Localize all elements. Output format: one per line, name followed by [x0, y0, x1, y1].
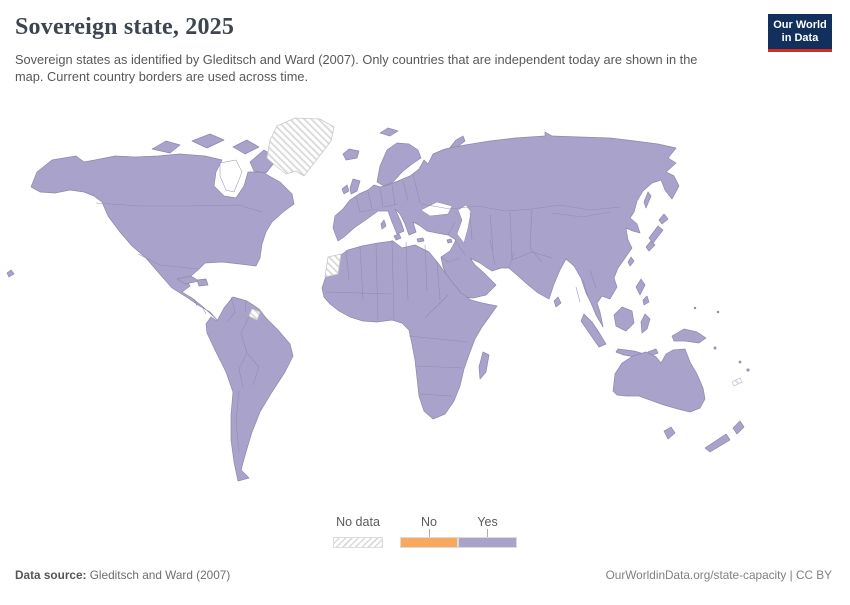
- region-united-kingdom[interactable]: [349, 178, 361, 195]
- black-sea: [420, 201, 453, 217]
- chart-footer: Data source: Gleditsch and Ward (2007) O…: [15, 568, 832, 582]
- region-south-america[interactable]: [205, 296, 294, 482]
- region-taiwan[interactable]: [627, 256, 635, 267]
- chart-header: Sovereign state, 2025 Sovereign states a…: [15, 14, 755, 85]
- region-ireland[interactable]: [341, 184, 350, 195]
- region-new-guinea[interactable]: [671, 328, 707, 344]
- region-new-caledonia[interactable]: [731, 377, 743, 387]
- legend-tick-no: [429, 529, 430, 537]
- regions-yes: [6, 127, 750, 482]
- region-scandinavia[interactable]: [376, 142, 422, 187]
- region-sicily[interactable]: [393, 233, 402, 241]
- data-source-label: Data source:: [15, 568, 87, 582]
- region-iceland[interactable]: [342, 148, 360, 161]
- region-fiji[interactable]: [746, 368, 750, 372]
- region-arctic-island-2[interactable]: [191, 133, 225, 149]
- region-marshall-islands[interactable]: [716, 310, 720, 314]
- region-japan-honshu[interactable]: [648, 225, 664, 244]
- region-borneo[interactable]: [613, 306, 635, 332]
- region-sakhalin[interactable]: [643, 191, 652, 209]
- data-source: Data source: Gleditsch and Ward (2007): [15, 568, 230, 582]
- region-cyprus[interactable]: [446, 238, 453, 244]
- region-crete[interactable]: [416, 237, 425, 243]
- owid-logo[interactable]: Our World in Data: [768, 14, 832, 52]
- region-sardinia[interactable]: [380, 219, 387, 230]
- region-new-zealand-south[interactable]: [704, 433, 731, 453]
- legend-label-no: No: [421, 515, 437, 529]
- region-greenland[interactable]: [266, 117, 335, 177]
- legend-label-yes: Yes: [477, 515, 498, 529]
- regions-no-data: [248, 117, 743, 387]
- region-new-zealand-north[interactable]: [732, 420, 745, 435]
- region-philippines-luzon[interactable]: [635, 278, 646, 296]
- page-title: Sovereign state, 2025: [15, 14, 235, 40]
- credit-link[interactable]: OurWorldinData.org/state-capacity | CC B…: [605, 568, 832, 582]
- chart-subtitle: Sovereign states as identified by Gledit…: [15, 52, 698, 84]
- country-borders: [95, 173, 621, 453]
- region-french-guiana[interactable]: [248, 308, 261, 321]
- legend-label-no-data: No data: [336, 515, 380, 529]
- sea-cutouts: [219, 159, 472, 244]
- data-source-value: Gleditsch and Ward (2007): [86, 568, 231, 582]
- region-japan-hokkaido[interactable]: [658, 213, 669, 225]
- legend-tick-yes: [487, 529, 488, 537]
- owid-logo-accent-bar: [768, 49, 832, 52]
- region-tasmania[interactable]: [663, 426, 676, 440]
- region-solomon-islands[interactable]: [713, 346, 717, 350]
- owid-logo-line1: Our World: [773, 19, 827, 31]
- region-madagascar[interactable]: [478, 351, 490, 380]
- region-micronesia[interactable]: [693, 306, 697, 310]
- region-vanuatu[interactable]: [738, 360, 742, 364]
- hudson-bay: [219, 159, 243, 193]
- region-sulawesi[interactable]: [640, 313, 651, 334]
- region-philippines-mindanao[interactable]: [642, 295, 650, 306]
- region-sri-lanka[interactable]: [553, 296, 562, 308]
- legend-swatch-no[interactable]: [400, 537, 458, 548]
- region-africa[interactable]: [321, 240, 498, 420]
- region-svalbard[interactable]: [379, 127, 399, 137]
- caspian-sea: [456, 204, 472, 244]
- region-japan-kyushu[interactable]: [645, 240, 656, 252]
- region-arctic-island-1[interactable]: [151, 140, 181, 154]
- region-western-sahara[interactable]: [324, 253, 342, 278]
- region-north-america[interactable]: [30, 153, 295, 322]
- owid-logo-line2: in Data: [781, 32, 819, 44]
- region-australia[interactable]: [612, 348, 706, 413]
- region-hawaii[interactable]: [6, 269, 15, 278]
- legend-swatch-no-data[interactable]: [333, 537, 383, 548]
- region-arctic-island-3[interactable]: [232, 139, 260, 155]
- legend-swatch-yes[interactable]: [458, 537, 517, 548]
- region-sumatra[interactable]: [580, 313, 607, 348]
- region-hispaniola[interactable]: [196, 278, 209, 287]
